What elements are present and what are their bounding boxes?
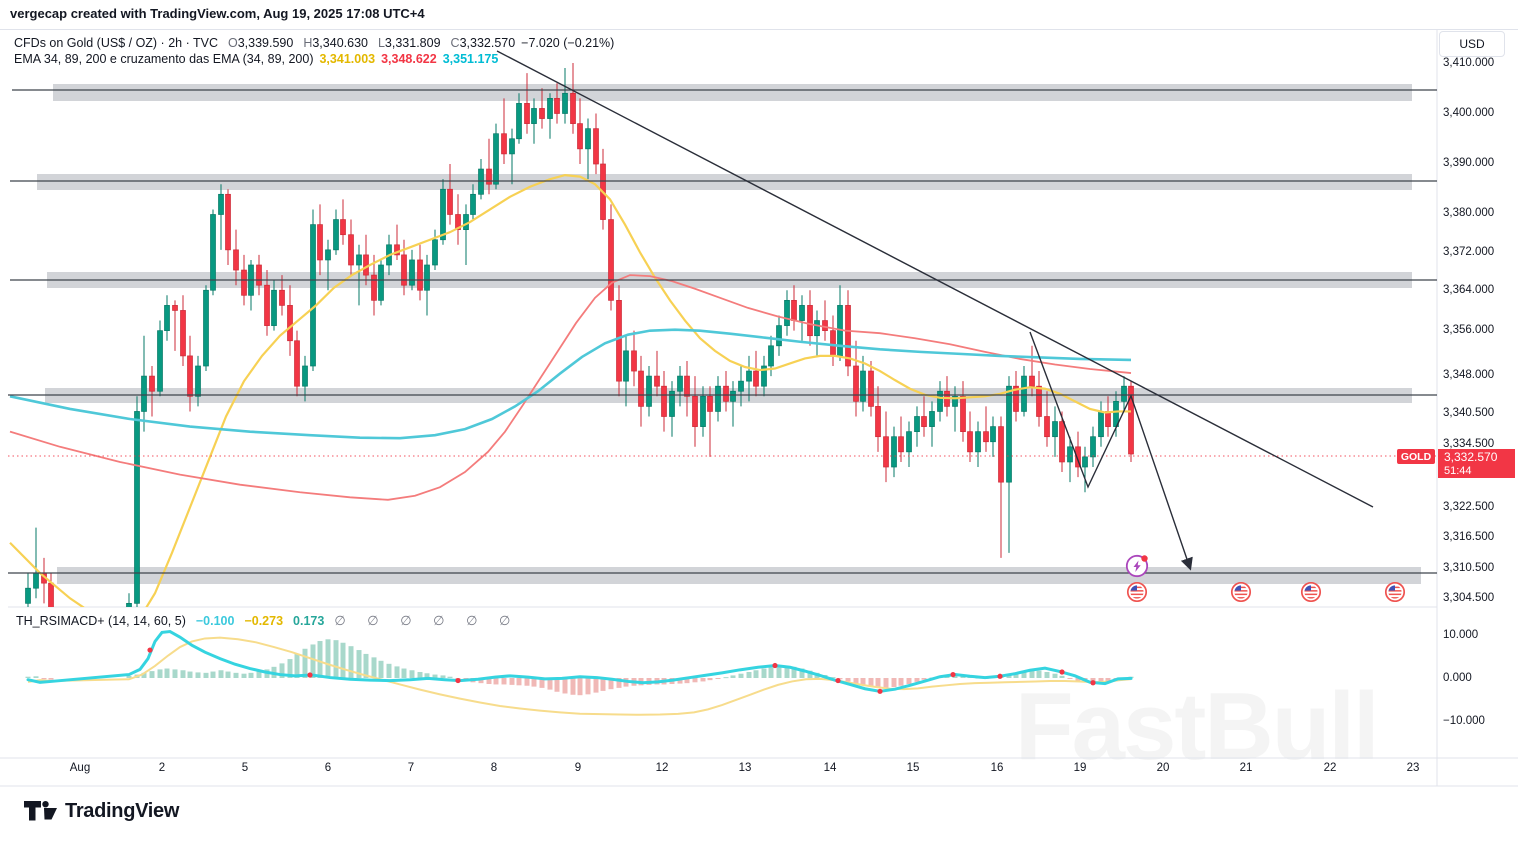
ema89-line bbox=[9, 274, 1132, 501]
time-axis-label: 5 bbox=[241, 762, 249, 774]
last-price-box[interactable]: 3,332.570 51:44 bbox=[1438, 449, 1515, 478]
time-axis-label: 6 bbox=[324, 762, 332, 774]
rsimacd-pane[interactable] bbox=[25, 630, 1134, 716]
bar-countdown: 51:44 bbox=[1444, 465, 1472, 477]
crossover-dot bbox=[877, 688, 883, 694]
price-axis-label: 3,304.500 bbox=[1443, 592, 1495, 604]
price-axis-label: 3,334.500 bbox=[1443, 438, 1495, 450]
change-value: −7.020 (−0.21%) bbox=[521, 36, 615, 50]
low-value: L3,331.809 bbox=[377, 36, 441, 50]
time-axis-label: 8 bbox=[490, 762, 498, 774]
price-axis-label: 3,364.000 bbox=[1443, 284, 1495, 296]
indicator-hist-value: 0.173 bbox=[293, 614, 325, 628]
price-axis-label: 3,348.000 bbox=[1443, 369, 1495, 381]
price-axis-label: 3,410.000 bbox=[1443, 57, 1495, 69]
indicator-yellow-line bbox=[27, 636, 1132, 716]
crossover-dot bbox=[455, 677, 461, 684]
time-axis-label: 13 bbox=[738, 762, 752, 774]
economic-event-lightning-icon[interactable] bbox=[1125, 554, 1149, 578]
indicator-cyan-value: −0.100 bbox=[195, 614, 235, 628]
us-flag-event-icon[interactable] bbox=[1386, 583, 1404, 601]
time-axis-label: 16 bbox=[990, 762, 1004, 774]
time-axis-label: 21 bbox=[1239, 762, 1253, 774]
symbol-header[interactable]: CFDs on Gold (US$ / OZ) · 2h · TVC O3,33… bbox=[14, 36, 614, 50]
us-flag-event-icon[interactable] bbox=[1302, 583, 1320, 601]
time-axis-label: 12 bbox=[655, 762, 669, 774]
tradingview-logo-icon bbox=[24, 801, 57, 821]
time-axis-label: Aug bbox=[69, 762, 91, 774]
tradingview-logo-text: TradingView bbox=[65, 799, 180, 822]
time-axis-label: 14 bbox=[823, 762, 837, 774]
symbol-price-badge: GOLD bbox=[1397, 449, 1435, 464]
ema89-value: 3,348.622 bbox=[381, 52, 437, 66]
crossover-dot bbox=[1090, 680, 1096, 686]
currency-usd-button[interactable]: USD bbox=[1439, 31, 1505, 57]
price-axis-label: 3,380.000 bbox=[1443, 207, 1495, 219]
last-price-value: 3,332.570 bbox=[1444, 450, 1498, 464]
support-resistance-zones bbox=[37, 84, 1421, 584]
rsimacd-indicator-header[interactable]: TH_RSIMACD+ (14, 14, 60, 5) −0.100 −0.27… bbox=[16, 613, 519, 629]
ema-indicator-header[interactable]: EMA 34, 89, 200 e cruzamento das EMA (34… bbox=[14, 52, 498, 66]
crossover-dot bbox=[835, 677, 841, 684]
forecast-arrow bbox=[1029, 331, 1193, 571]
time-axis-label: 20 bbox=[1156, 762, 1170, 774]
indicator-cyan-line bbox=[26, 630, 1133, 693]
crossover-dot bbox=[1059, 669, 1065, 675]
crossover-dot bbox=[772, 662, 778, 669]
ema200-line bbox=[9, 328, 1132, 440]
crossover-dot bbox=[307, 672, 313, 678]
us-flag-event-icon[interactable] bbox=[1232, 583, 1250, 601]
attribution-text: vergecap created with TradingView.com, A… bbox=[10, 6, 425, 21]
price-axis-label: −10.000 bbox=[1443, 715, 1485, 727]
price-axis-label: 3,316.500 bbox=[1443, 531, 1495, 543]
crossover-dot bbox=[950, 671, 956, 678]
ema200-value: 3,351.175 bbox=[442, 52, 499, 66]
candles-layer bbox=[25, 63, 1134, 607]
time-axis-label: 22 bbox=[1323, 762, 1337, 774]
price-axis-label: 3,340.500 bbox=[1443, 407, 1495, 419]
price-pane[interactable] bbox=[8, 50, 1437, 639]
time-axis-label: 2 bbox=[158, 762, 166, 774]
price-axis-label: 3,400.000 bbox=[1443, 107, 1495, 119]
crossover-dot bbox=[147, 647, 153, 653]
symbol-title[interactable]: CFDs on Gold (US$ / OZ) · 2h · TVC bbox=[14, 36, 218, 50]
open-value: O3,339.590 bbox=[227, 36, 294, 50]
price-axis-label: 0.000 bbox=[1443, 672, 1472, 684]
us-flag-event-icon[interactable] bbox=[1128, 583, 1146, 601]
ema-lines bbox=[9, 173, 1132, 607]
crossover-dot bbox=[997, 673, 1003, 679]
descending-trendline bbox=[496, 50, 1374, 508]
indicator-yellow-value: −0.273 bbox=[244, 614, 284, 628]
ema34-line bbox=[9, 173, 1131, 607]
economic-event-icons[interactable] bbox=[1125, 554, 1404, 601]
indicator-empty-values: ∅ ∅ ∅ ∅ ∅ ∅ bbox=[334, 613, 520, 628]
indicator-title[interactable]: TH_RSIMACD+ (14, 14, 60, 5) bbox=[16, 614, 186, 628]
price-axis-label: 10.000 bbox=[1443, 629, 1479, 641]
price-axis-label: 3,310.500 bbox=[1443, 562, 1495, 574]
time-axis-label: 9 bbox=[574, 762, 582, 774]
fastbull-watermark: FastBull bbox=[1015, 673, 1380, 780]
time-axis-label: 15 bbox=[906, 762, 920, 774]
price-axis-label: 3,372.000 bbox=[1443, 246, 1495, 258]
ema34-value: 3,341.003 bbox=[319, 52, 376, 66]
price-axis-label: 3,390.000 bbox=[1443, 157, 1495, 169]
trend-drawings[interactable] bbox=[496, 50, 1374, 571]
price-axis-label: 3,322.500 bbox=[1443, 501, 1495, 513]
time-axis-label: 23 bbox=[1406, 762, 1420, 774]
price-axis-label: 3,356.000 bbox=[1443, 324, 1495, 336]
high-value: H3,340.630 bbox=[303, 36, 368, 50]
ema-label[interactable]: EMA 34, 89, 200 e cruzamento das EMA (34… bbox=[14, 52, 314, 66]
tradingview-logo[interactable]: TradingView bbox=[24, 799, 179, 823]
time-axis-label: 19 bbox=[1073, 762, 1087, 774]
time-axis-label: 7 bbox=[407, 762, 415, 774]
close-value: C3,332.570 bbox=[450, 36, 516, 50]
